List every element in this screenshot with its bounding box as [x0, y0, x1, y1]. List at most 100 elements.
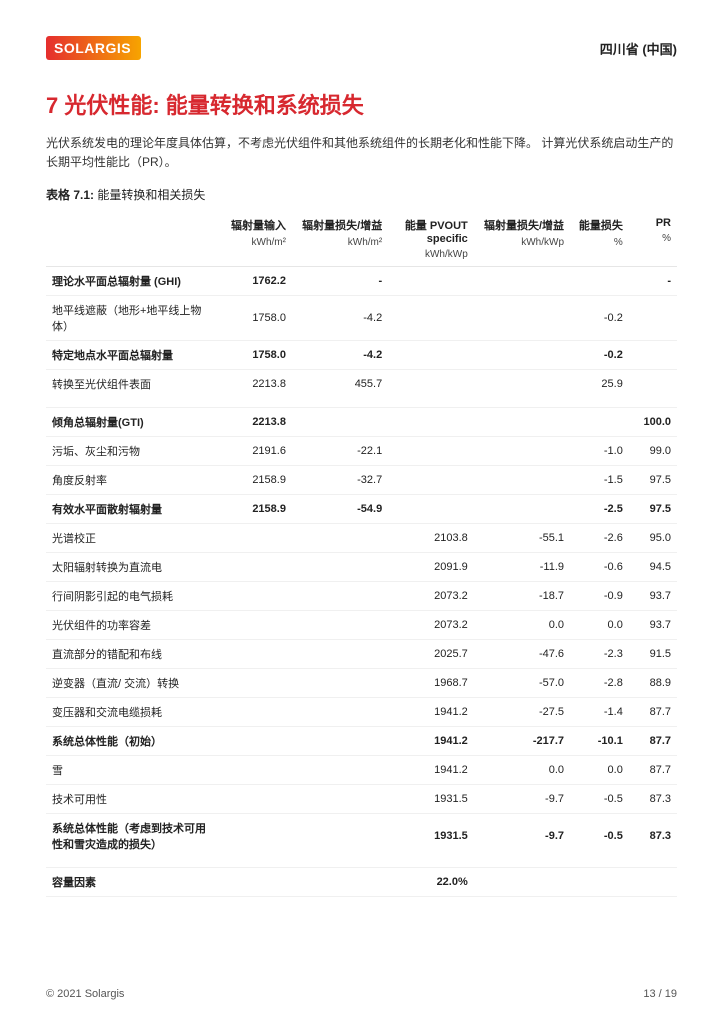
col-unit: kWh/m²	[298, 237, 382, 248]
table-row: 雪1941.20.00.087.7	[46, 756, 677, 785]
table-cell	[292, 814, 388, 860]
table-cell	[292, 727, 388, 756]
table-cell	[217, 553, 292, 582]
table-cell: 2091.9	[388, 553, 474, 582]
table-cell	[388, 466, 474, 495]
table-row: 系统总体性能（初始）1941.2-217.7-10.187.7	[46, 727, 677, 756]
table-cell	[388, 296, 474, 341]
table-cell: 直流部分的错配和布线	[46, 640, 217, 669]
table-cell: -18.7	[474, 582, 570, 611]
table-cell: 0.0	[474, 756, 570, 785]
table-cell	[474, 296, 570, 341]
table-cell: 1762.2	[217, 267, 292, 296]
table-row: 直流部分的错配和布线2025.7-47.6-2.391.5	[46, 640, 677, 669]
table-cell: 2213.8	[217, 370, 292, 400]
spacer-cell	[46, 400, 677, 408]
page-footer: © 2021 Solargis 13 / 19	[46, 988, 677, 1000]
table-cell: 1941.2	[388, 698, 474, 727]
table-cell	[292, 553, 388, 582]
table-cell: 22.0%	[388, 868, 474, 897]
table-cell	[292, 640, 388, 669]
table-cell: 97.5	[629, 495, 677, 524]
table-cell: 光伏组件的功率容差	[46, 611, 217, 640]
table-cell: 93.7	[629, 611, 677, 640]
table-cell: 1941.2	[388, 756, 474, 785]
table-cell: -2.8	[570, 669, 629, 698]
table-cell: 太阳辐射转换为直流电	[46, 553, 217, 582]
table-cell: 污垢、灰尘和污物	[46, 437, 217, 466]
table-cell	[474, 408, 570, 437]
table-cell	[217, 640, 292, 669]
table-cell: 1931.5	[388, 785, 474, 814]
table-cell	[292, 582, 388, 611]
table-cell: 0.0	[474, 611, 570, 640]
table-cell	[388, 267, 474, 296]
table-cell: -22.1	[292, 437, 388, 466]
table-cell	[388, 370, 474, 400]
table-cell	[474, 495, 570, 524]
table-cell: 地平线遮蔽（地形+地平线上物体）	[46, 296, 217, 341]
col-unit: kWh/m²	[223, 237, 286, 248]
table-cell: -27.5	[474, 698, 570, 727]
table-cell	[570, 868, 629, 897]
table-cell	[217, 669, 292, 698]
table-cell: 0.0	[570, 756, 629, 785]
table-cell: 2191.6	[217, 437, 292, 466]
table-cell	[629, 868, 677, 897]
table-cell	[629, 370, 677, 400]
spacer-cell	[46, 860, 677, 868]
table-cell	[388, 495, 474, 524]
table-cell: 88.9	[629, 669, 677, 698]
table-cell	[474, 341, 570, 370]
table-row: 逆变器（直流/ 交流）转换1968.7-57.0-2.888.9	[46, 669, 677, 698]
table-cell: 1931.5	[388, 814, 474, 860]
table-cell: 变压器和交流电缆损耗	[46, 698, 217, 727]
table-row: 污垢、灰尘和污物2191.6-22.1-1.099.0	[46, 437, 677, 466]
table-cell: 87.3	[629, 785, 677, 814]
table-cell	[217, 756, 292, 785]
table-cell: -4.2	[292, 296, 388, 341]
page-number: 13 / 19	[643, 988, 677, 1000]
copyright: © 2021 Solargis	[46, 988, 124, 1000]
table-cell: 光谱校正	[46, 524, 217, 553]
table-row: 太阳辐射转换为直流电2091.9-11.9-0.694.5	[46, 553, 677, 582]
table-row: 倾角总辐射量(GTI)2213.8100.0	[46, 408, 677, 437]
table-cell: 97.5	[629, 466, 677, 495]
table-cell	[474, 868, 570, 897]
table-cell: 2025.7	[388, 640, 474, 669]
table-cell	[292, 669, 388, 698]
table-caption: 表格 7.1: 能量转换和相关损失	[46, 186, 677, 203]
table-cell: -2.5	[570, 495, 629, 524]
table-cell	[292, 698, 388, 727]
col-header-name	[46, 211, 217, 267]
table-cell: -55.1	[474, 524, 570, 553]
table-cell	[629, 296, 677, 341]
col-header-pr: PR %	[629, 211, 677, 267]
table-row: 光谱校正2103.8-55.1-2.695.0	[46, 524, 677, 553]
table-cell: 87.7	[629, 727, 677, 756]
table-cell: -9.7	[474, 814, 570, 860]
table-cell: 2073.2	[388, 582, 474, 611]
page: SOLARGIS 四川省 (中国) 7 光伏性能: 能量转换和系统损失 光伏系统…	[0, 0, 723, 1024]
table-cell: 99.0	[629, 437, 677, 466]
table-cell	[474, 437, 570, 466]
table-cell: 87.7	[629, 756, 677, 785]
table-cell	[217, 727, 292, 756]
table-cell	[292, 868, 388, 897]
table-row: 特定地点水平面总辐射量1758.0-4.2-0.2	[46, 341, 677, 370]
col-label: 能量损失	[579, 220, 623, 232]
table-row	[46, 860, 677, 868]
energy-loss-table: 辐射量输入 kWh/m² 辐射量损失/增益 kWh/m² 能量 PVOUT sp…	[46, 211, 677, 897]
table-cell: -11.9	[474, 553, 570, 582]
table-cell	[474, 466, 570, 495]
table-row: 系统总体性能（考虑到技术可用性和雪灾造成的损失）1931.5-9.7-0.587…	[46, 814, 677, 860]
col-header-energy-loss: 能量损失 %	[570, 211, 629, 267]
col-unit: %	[576, 237, 623, 248]
table-row: 转换至光伏组件表面2213.8455.725.9	[46, 370, 677, 400]
table-cell: -0.2	[570, 341, 629, 370]
table-cell: -57.0	[474, 669, 570, 698]
table-cell	[217, 582, 292, 611]
table-cell: 94.5	[629, 553, 677, 582]
table-cell: 91.5	[629, 640, 677, 669]
table-cell: 特定地点水平面总辐射量	[46, 341, 217, 370]
